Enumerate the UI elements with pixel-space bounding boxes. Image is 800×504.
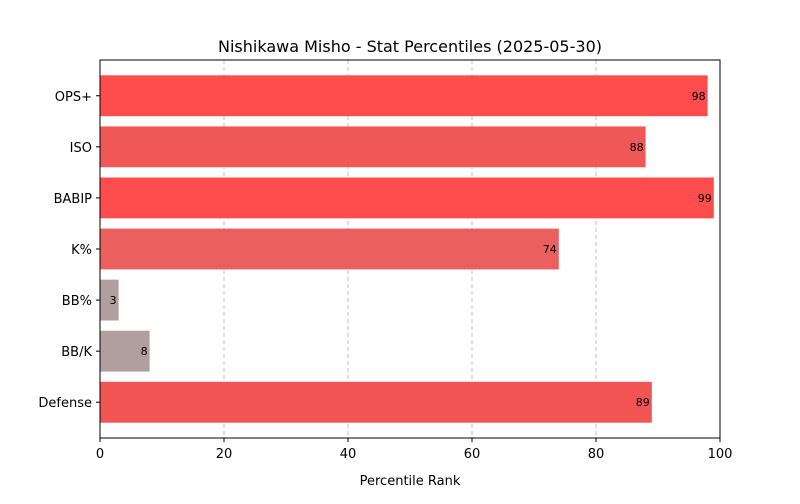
y-tick-label: BB%	[62, 294, 92, 309]
y-tick-label: Defense	[38, 396, 92, 411]
bar-value-label: 8	[141, 345, 148, 358]
bar	[100, 330, 150, 372]
x-tick-label: 40	[340, 447, 357, 462]
bars: 98 88 99 74 3 8 89	[100, 75, 714, 423]
x-axis-label: Percentile Rank	[360, 474, 461, 489]
bar	[100, 279, 119, 321]
x-tick-label: 60	[464, 447, 481, 462]
bar	[100, 228, 559, 270]
y-tick-label: BB/K	[61, 345, 92, 360]
bar	[100, 177, 714, 219]
y-tick-label: ISO	[70, 141, 92, 156]
plot-frame	[99, 59, 721, 439]
bar	[100, 126, 646, 168]
bar-value-label: 98	[692, 90, 706, 103]
bar	[100, 381, 652, 423]
bar-value-label: 3	[110, 294, 117, 307]
bar	[100, 75, 708, 117]
axes: OPS+ ISO BABIP K% BB% BB/K Defense 0 20 40 60 80 100	[38, 59, 733, 462]
bar-value-label: 99	[698, 192, 712, 205]
bar-value-label: 88	[630, 141, 644, 154]
x-tick-label: 80	[588, 447, 605, 462]
bar-value-label: 89	[636, 396, 650, 409]
x-tick-label: 100	[708, 447, 733, 462]
y-tick-label: OPS+	[55, 90, 92, 105]
chart-title: Nishikawa Misho - Stat Percentiles (2025…	[218, 37, 602, 56]
bar-value-label: 74	[543, 243, 557, 256]
y-tick-label: BABIP	[54, 192, 93, 207]
x-tick-label: 20	[216, 447, 233, 462]
y-tick-label: K%	[71, 243, 92, 258]
x-tick-label: 0	[96, 447, 104, 462]
